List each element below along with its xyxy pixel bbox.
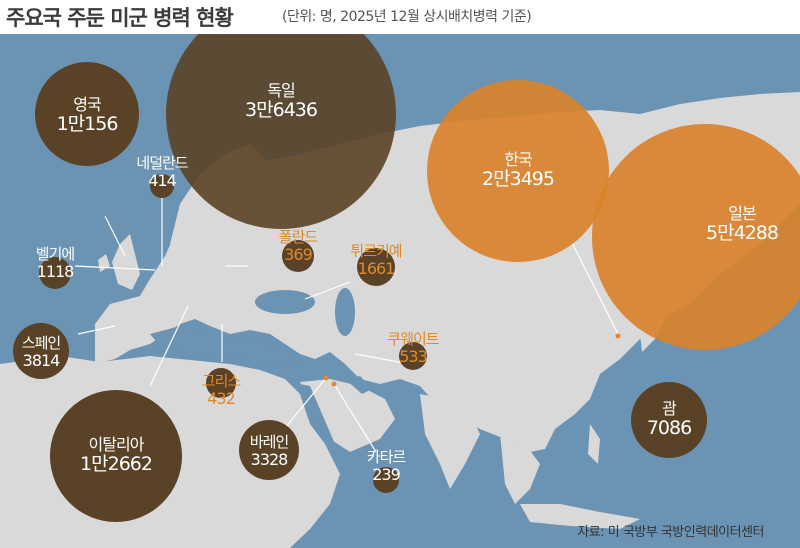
unit-note: (단위: 명, 2025년 12월 상시배치병력 기준): [282, 9, 532, 25]
bubble-bahrain: [239, 420, 299, 480]
bubble-poland: [282, 240, 314, 272]
label-poland: 폴란드 369: [278, 227, 318, 264]
label-italy: 이탈리아 1만2662: [80, 434, 153, 476]
label-germany: 독일 3만6436: [245, 80, 318, 122]
bubble-italy: [50, 390, 182, 522]
bubble-belgium: [39, 257, 71, 289]
arabia: [300, 379, 395, 452]
world-map: [0, 34, 800, 548]
bubble-greece: [206, 368, 236, 398]
label-bahrain: 바레인 3328: [249, 432, 289, 469]
bubble-turkiye: [357, 248, 395, 286]
page-title: 주요국 주둔 미군 병력 현황: [6, 6, 234, 30]
mediterranean-sea: [150, 326, 300, 366]
britain: [112, 234, 140, 290]
southeast-asia: [500, 434, 540, 504]
label-turkiye: 튀르키예 1661: [350, 241, 402, 278]
label-spain: 스페인 3814: [21, 333, 61, 370]
label-greece: 그리스 432: [201, 371, 241, 408]
philippines: [588, 424, 600, 464]
bubble-qatar: [373, 467, 399, 493]
persian-gulf: [345, 376, 372, 394]
label-japan: 일본 5만4288: [706, 203, 779, 245]
korea-peninsula: [604, 314, 620, 352]
header: 주요국 주둔 미군 병력 현황 (단위: 명, 2025년 12월 상시배치병력…: [0, 0, 800, 34]
location-dots: [323, 333, 621, 387]
bubble-netherlands: [150, 174, 174, 198]
label-korea: 한국 2만3495: [482, 149, 555, 191]
label-netherlands: 네덜란드 414: [136, 153, 188, 190]
label-belgium: 벨기에 1118: [35, 244, 75, 281]
label-kuwait: 쿠웨이트 533: [387, 329, 439, 366]
indonesia: [520, 504, 640, 529]
troop-bubbles: [13, 34, 800, 522]
label-qatar: 카타르 239: [366, 447, 406, 484]
bubble-japan: [592, 124, 800, 350]
label-uk: 영국 1만156: [56, 94, 119, 136]
red-sea: [300, 384, 335, 448]
caspian-sea: [335, 288, 355, 336]
black-sea: [255, 290, 315, 314]
india: [420, 394, 480, 489]
bubble-uk: [35, 62, 139, 166]
bubble-spain: [13, 323, 69, 379]
bubble-germany: [166, 34, 396, 229]
bubble-guam: [631, 382, 707, 458]
bubble-korea: [427, 80, 609, 262]
source-credit: 자료: 미 국방부 국방인력데이터센터: [577, 525, 764, 540]
bubble-kuwait: [399, 342, 427, 370]
label-guam: 괌 7086: [646, 398, 692, 440]
